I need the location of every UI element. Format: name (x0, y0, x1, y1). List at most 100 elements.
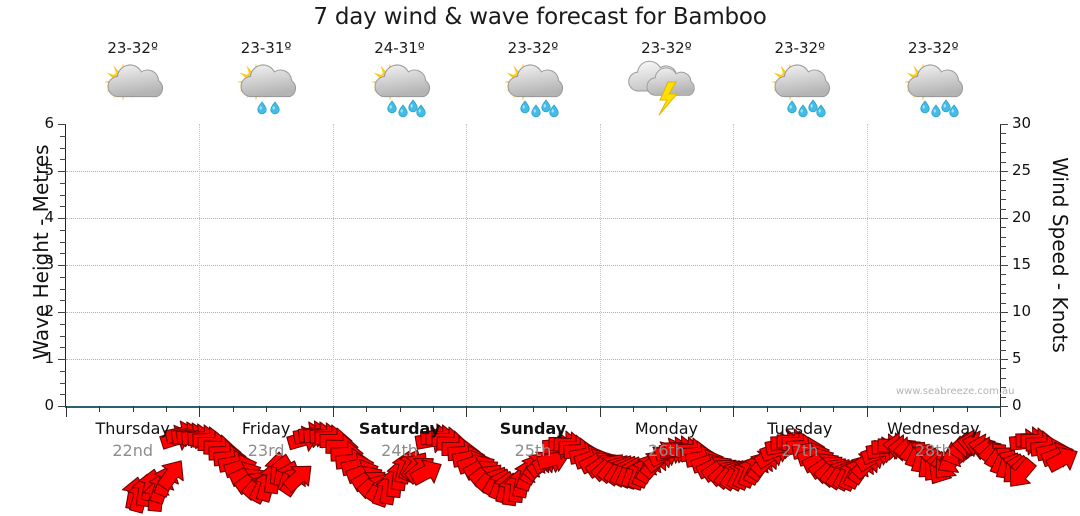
weather-icon-wrap (66, 58, 199, 120)
horizontal-gridline (66, 312, 1000, 313)
left-axis-minor-tick (60, 335, 66, 337)
right-axis-minor-tick (1000, 180, 1006, 182)
x-axis-day-tick (1000, 406, 1001, 417)
day-label: Wednesday 28th (867, 418, 1000, 461)
x-axis-day-tick (866, 406, 868, 417)
right-axis-minor-tick (1000, 246, 1006, 248)
right-axis-minor-tick (1000, 199, 1006, 201)
left-axis-minor-tick (60, 194, 66, 196)
right-axis-minor-tick (1000, 387, 1006, 389)
right-axis-tick (1000, 124, 1008, 125)
x-axis-minor-tick (899, 406, 901, 412)
left-axis-tick-label: 0 (44, 396, 54, 414)
day-header: 24-31º (333, 38, 466, 124)
sun-cloud-icon (94, 60, 172, 122)
left-axis-tick-label: 1 (44, 349, 54, 367)
left-axis-minor-tick (60, 229, 66, 231)
right-axis-minor-tick (1000, 302, 1006, 304)
right-axis-tick (1000, 312, 1008, 313)
horizontal-gridline (66, 218, 1000, 219)
x-axis-minor-tick (633, 406, 635, 412)
left-axis-minor-tick (60, 300, 66, 302)
day-header: 23-32º (600, 38, 733, 124)
x-axis-minor-tick (132, 406, 134, 412)
left-axis-tick (58, 406, 66, 407)
right-axis-tick-label: 0 (1012, 396, 1022, 414)
day-header: 23-32º (733, 38, 866, 124)
day-boundary-gridline (866, 124, 868, 406)
weather-icon-wrap (199, 58, 332, 120)
left-axis-minor-tick (60, 206, 66, 208)
day-boundary-gridline (199, 124, 201, 406)
day-date: 23rd (247, 441, 285, 460)
left-axis-minor-tick (60, 241, 66, 243)
day-boundary-gridline (733, 124, 735, 406)
left-axis-minor-tick (60, 182, 66, 184)
x-axis-minor-tick (933, 406, 935, 412)
right-axis-minor-tick (1000, 330, 1006, 332)
left-axis-tick (58, 265, 66, 266)
day-name: Sunday (499, 419, 567, 438)
x-axis-minor-tick (232, 406, 234, 412)
day-label: Tuesday 27th (733, 418, 866, 461)
weather-icon-wrap (600, 58, 733, 120)
right-axis-tick (1000, 406, 1008, 407)
plot-area (66, 124, 1079, 514)
x-axis-day-tick (199, 406, 201, 417)
weather-icon-wrap (867, 58, 1000, 120)
site-watermark: www.seabreeze.com.au (896, 386, 1015, 397)
day-date: 24th (381, 441, 418, 460)
day-temperature-range: 23-32º (907, 39, 959, 57)
sun-cloud-rain-icon (361, 60, 439, 122)
left-axis-minor-tick (60, 147, 66, 149)
day-name: Friday (241, 419, 291, 438)
x-axis-day-tick (466, 406, 468, 417)
left-axis-minor-tick (60, 323, 66, 325)
day-name: Monday (634, 419, 698, 438)
left-axis-minor-tick (60, 135, 66, 137)
right-axis-minor-tick (1000, 227, 1006, 229)
right-axis-minor-tick (1000, 274, 1006, 276)
day-boundary-gridline (466, 124, 468, 406)
x-axis-minor-tick (566, 406, 568, 412)
day-temperature-range: 23-32º (507, 39, 559, 57)
right-axis-minor-tick (1000, 293, 1006, 295)
left-axis-minor-tick (60, 253, 66, 255)
x-axis-minor-tick (966, 406, 968, 412)
day-name: Tuesday (767, 419, 833, 438)
day-date: 25th (514, 441, 552, 460)
page-title: 7 day wind & wave forecast for Bamboo (313, 4, 767, 30)
x-axis-minor-tick (299, 406, 301, 412)
right-axis-title: Wind Speed - Knots (1048, 157, 1072, 353)
right-axis-tick (1000, 265, 1008, 266)
day-label: Thursday 22nd (66, 418, 199, 461)
horizontal-gridline (66, 265, 1000, 266)
left-axis-tick-label: 6 (44, 114, 54, 132)
left-axis-minor-tick (60, 276, 66, 278)
right-axis-minor-tick (1000, 142, 1006, 144)
day-name: Thursday (95, 419, 170, 438)
day-header: 23-32º (867, 38, 1000, 124)
right-axis-minor-tick (1000, 368, 1006, 370)
sun-cloud-rain-icon (761, 60, 839, 122)
left-axis-minor-tick (60, 394, 66, 396)
day-date: 22nd (112, 441, 154, 460)
horizontal-gridline (66, 171, 1000, 172)
right-axis-minor-tick (1000, 208, 1006, 210)
x-axis-minor-tick (166, 406, 168, 412)
day-temperature-range: 23-32º (107, 39, 159, 57)
right-axis-tick (1000, 171, 1008, 172)
x-axis-minor-tick (366, 406, 368, 412)
x-axis-minor-tick (432, 406, 434, 412)
weather-icon-wrap (333, 58, 466, 120)
left-axis-tick (58, 124, 66, 125)
day-label: Monday 26th (600, 418, 733, 461)
day-boundary-gridline (332, 124, 334, 406)
x-axis-minor-tick (399, 406, 401, 412)
forecast-chart-root: 7 day wind & wave forecast for Bamboo 23… (29, 4, 1079, 514)
left-axis-tick-label: 4 (44, 208, 54, 226)
sun-cloud-rain-icon (494, 60, 572, 122)
weather-icon-wrap (466, 58, 599, 120)
day-boundary-gridline (599, 124, 601, 406)
day-header: 23-32º (466, 38, 599, 124)
